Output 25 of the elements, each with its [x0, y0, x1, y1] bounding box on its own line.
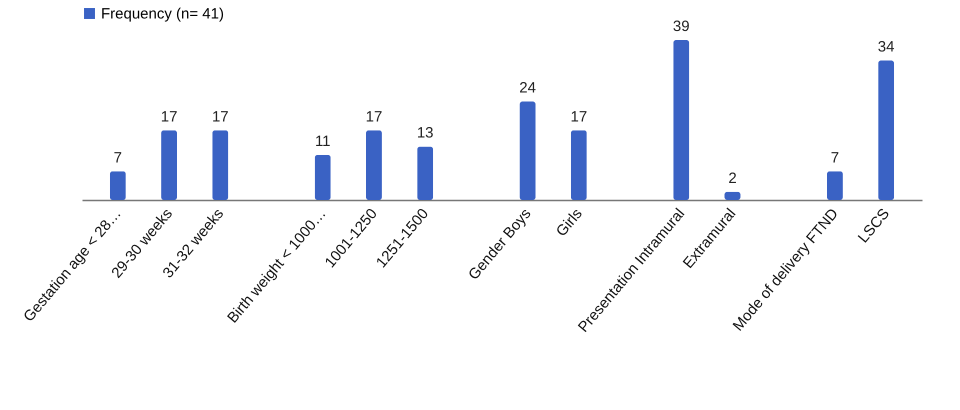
data-label: 17 — [366, 108, 382, 126]
data-label: 13 — [416, 124, 434, 142]
data-label: 7 — [830, 149, 840, 166]
x-tick-label: Girls — [552, 205, 586, 240]
data-label: 24 — [519, 80, 536, 97]
data-label: 39 — [672, 18, 690, 35]
data-label: 2 — [728, 170, 737, 187]
bar — [673, 40, 690, 200]
data-label: 17 — [160, 108, 178, 126]
bar — [826, 171, 843, 200]
legend-label: Frequency (n= 41) — [101, 6, 224, 22]
bar — [212, 130, 228, 200]
bar — [366, 130, 382, 200]
bar — [520, 102, 536, 200]
bar — [161, 130, 178, 200]
data-label: 17 — [570, 108, 588, 126]
data-label: 11 — [314, 132, 331, 150]
bar — [314, 154, 331, 200]
bar — [110, 171, 126, 200]
data-label: 34 — [878, 38, 894, 56]
bar — [878, 60, 894, 200]
bar — [417, 146, 434, 200]
data-label: 17 — [212, 108, 229, 126]
bar — [570, 130, 587, 200]
data-label: 7 — [114, 149, 122, 166]
